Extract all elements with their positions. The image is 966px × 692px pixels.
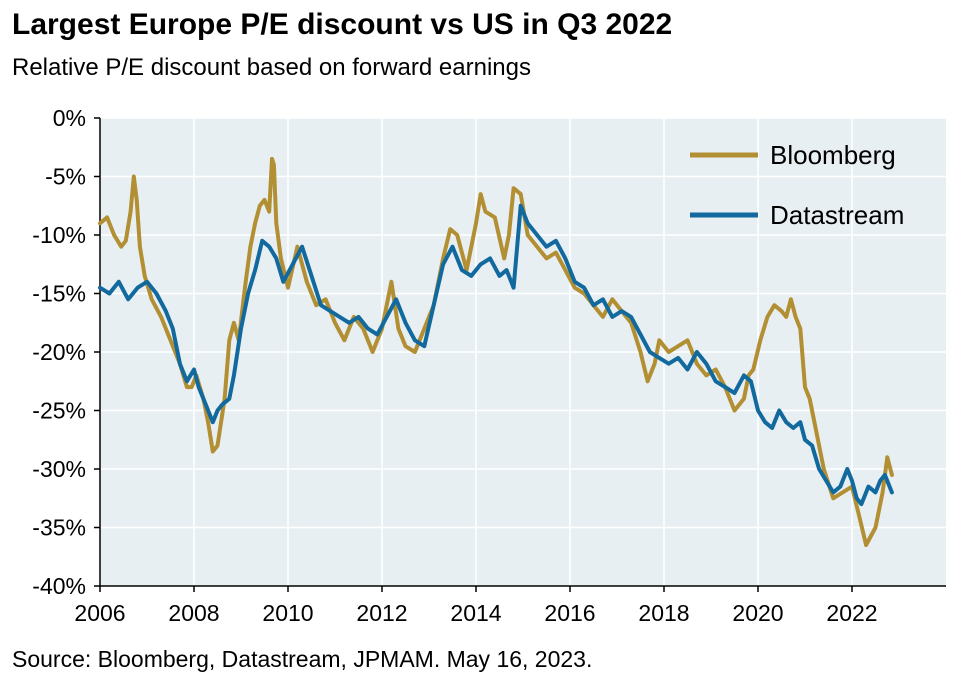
series-line-bloomberg	[98, 156, 894, 547]
x-tick-label: 2014	[450, 600, 501, 626]
chart-subtitle: Relative P/E discount based on forward e…	[12, 54, 531, 81]
y-tick-label: -35%	[32, 515, 86, 541]
x-tick-label: 2018	[638, 600, 689, 626]
x-tick-label: 2022	[826, 600, 877, 626]
y-tick-label: -40%	[32, 573, 86, 599]
x-tick-label: 2020	[732, 600, 783, 626]
y-tick-label: -30%	[32, 456, 86, 482]
y-tick-label: -25%	[32, 398, 86, 424]
y-tick-label: -5%	[45, 164, 86, 190]
x-tick-label: 2012	[356, 600, 407, 626]
source-note: Source: Bloomberg, Datastream, JPMAM. Ma…	[12, 646, 593, 672]
y-tick-label: -20%	[32, 339, 86, 365]
x-tick-label: 2008	[168, 600, 219, 626]
y-tick-label: -15%	[32, 281, 86, 307]
series-line-datastream	[98, 203, 894, 507]
chart-title: Largest Europe P/E discount vs US in Q3 …	[12, 8, 673, 41]
x-tick-label: 2010	[262, 600, 313, 626]
legend-label-datastream: Datastream	[770, 200, 904, 230]
y-tick-label: 0%	[53, 105, 86, 131]
y-tick-label: -10%	[32, 222, 86, 248]
x-tick-label: 2006	[74, 600, 125, 626]
x-tick-label: 2016	[544, 600, 595, 626]
legend-label-bloomberg: Bloomberg	[770, 140, 896, 170]
